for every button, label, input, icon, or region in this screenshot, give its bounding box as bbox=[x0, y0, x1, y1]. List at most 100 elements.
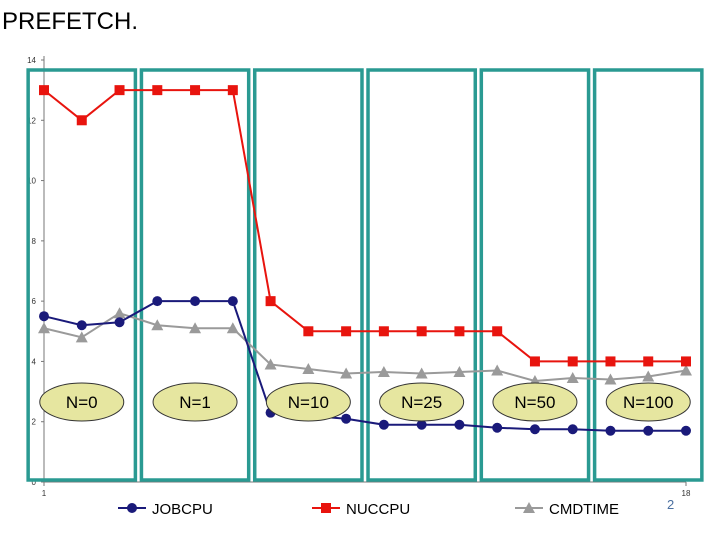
group-box bbox=[366, 68, 478, 482]
data-point bbox=[190, 85, 201, 96]
series-line-nuccpu bbox=[43, 89, 686, 363]
legend-label: JOBCPU bbox=[152, 501, 213, 518]
data-point bbox=[453, 365, 466, 377]
group-label-text: N=50 bbox=[514, 393, 555, 412]
group-label-bubble bbox=[265, 382, 351, 422]
group-label-bubble bbox=[492, 382, 578, 422]
y-tick-label: 12 bbox=[27, 116, 36, 125]
data-point bbox=[416, 326, 427, 337]
legend-marker bbox=[523, 502, 535, 513]
data-point bbox=[567, 424, 578, 435]
data-point bbox=[415, 367, 428, 379]
data-point bbox=[378, 326, 389, 337]
group-label: N=0 bbox=[39, 382, 125, 422]
chart-axes: 0 2 4 6 8 10 12 14 1 18 bbox=[27, 56, 691, 498]
group-box bbox=[592, 68, 704, 482]
data-point bbox=[605, 425, 616, 436]
data-point bbox=[39, 311, 49, 322]
y-tick-label: 8 bbox=[32, 237, 37, 246]
data-point bbox=[643, 425, 654, 436]
data-point bbox=[529, 356, 540, 367]
page-number: 2 bbox=[667, 497, 675, 512]
y-tick-label: 10 bbox=[27, 177, 36, 186]
data-point bbox=[567, 356, 578, 367]
series-line-cmdtime bbox=[43, 312, 687, 383]
group-label-text: N=10 bbox=[288, 393, 329, 412]
data-point bbox=[227, 296, 238, 307]
group-labels: N=0 N=1 N=10 N=25 N=50 N=100 bbox=[39, 382, 691, 422]
data-point bbox=[114, 85, 125, 96]
data-point bbox=[643, 356, 654, 367]
group-boxes bbox=[26, 68, 704, 482]
data-point bbox=[341, 413, 352, 424]
data-point bbox=[152, 85, 163, 96]
series-line-jobcpu bbox=[43, 300, 686, 432]
data-point bbox=[491, 364, 504, 376]
data-point bbox=[113, 307, 126, 319]
x-tick-label: 18 bbox=[682, 489, 691, 498]
data-point bbox=[39, 85, 49, 96]
data-point bbox=[341, 326, 352, 337]
legend-marker bbox=[321, 503, 331, 513]
legend-item-cmdtime: CMDTIME bbox=[515, 501, 619, 518]
group-box bbox=[26, 68, 138, 482]
group-label-bubble bbox=[39, 382, 125, 422]
data-point bbox=[492, 326, 503, 337]
group-label: N=25 bbox=[379, 382, 465, 422]
group-label: N=50 bbox=[492, 382, 578, 422]
group-label-text: N=25 bbox=[401, 393, 442, 412]
data-point bbox=[189, 322, 202, 334]
data-point bbox=[38, 322, 50, 334]
data-point bbox=[566, 372, 579, 384]
group-label-bubble bbox=[152, 382, 238, 422]
data-point bbox=[377, 365, 390, 377]
group-label: N=1 bbox=[152, 382, 238, 422]
data-point bbox=[303, 326, 314, 337]
data-point bbox=[492, 422, 503, 433]
series-nuccpu bbox=[39, 85, 691, 367]
data-point bbox=[75, 331, 88, 343]
group-label-text: N=1 bbox=[179, 393, 211, 412]
group-label-text: N=0 bbox=[66, 393, 98, 412]
y-tick-label: 14 bbox=[27, 56, 36, 65]
y-tick-label: 2 bbox=[32, 418, 37, 427]
group-label-bubble bbox=[379, 382, 465, 422]
data-point bbox=[152, 296, 163, 307]
data-point bbox=[680, 364, 692, 376]
group-label-text: N=100 bbox=[623, 393, 674, 412]
y-tick-label: 6 bbox=[32, 297, 37, 306]
legend-marker bbox=[127, 503, 137, 513]
x-tick-label: 1 bbox=[42, 489, 47, 498]
data-point bbox=[454, 326, 465, 337]
data-point bbox=[151, 319, 164, 331]
group-box bbox=[479, 68, 591, 482]
data-point bbox=[226, 322, 239, 334]
legend-item-nuccpu: NUCCPU bbox=[312, 501, 410, 518]
data-point bbox=[264, 358, 277, 370]
series-jobcpu bbox=[39, 296, 691, 436]
slide-title: PREFETCH. bbox=[2, 8, 139, 35]
legend-label: NUCCPU bbox=[346, 501, 410, 518]
data-point bbox=[681, 425, 691, 436]
data-point bbox=[454, 419, 465, 430]
data-point bbox=[340, 367, 353, 379]
group-label: N=10 bbox=[265, 382, 351, 422]
legend-label: CMDTIME bbox=[549, 501, 619, 518]
data-point bbox=[227, 85, 238, 96]
data-point bbox=[114, 317, 125, 328]
data-point bbox=[529, 424, 540, 435]
data-point bbox=[190, 296, 201, 307]
data-point bbox=[642, 370, 655, 382]
data-point bbox=[378, 419, 389, 430]
data-point bbox=[681, 356, 691, 367]
data-point bbox=[76, 320, 87, 331]
data-point bbox=[605, 356, 616, 367]
data-point bbox=[604, 373, 617, 385]
data-point bbox=[416, 419, 427, 430]
y-tick-label: 4 bbox=[32, 357, 37, 366]
data-point bbox=[76, 115, 87, 126]
data-point bbox=[265, 296, 276, 307]
group-box bbox=[252, 68, 364, 482]
y-tick-label: 0 bbox=[32, 478, 37, 487]
